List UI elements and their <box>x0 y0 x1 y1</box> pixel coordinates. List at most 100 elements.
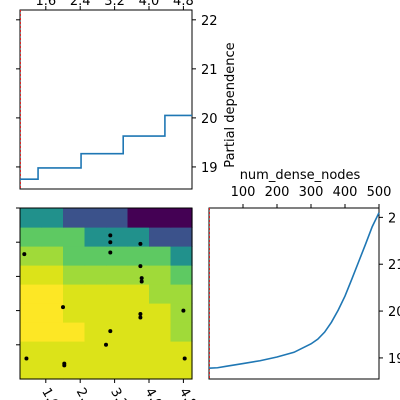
heatmap-cell <box>20 360 43 380</box>
heatmap-sample-point <box>22 252 27 257</box>
heatmap-sample-point <box>138 312 143 317</box>
heatmap-cell <box>149 284 172 304</box>
heatmap-cell <box>170 341 193 361</box>
bottom-right-xtick-label: 300 <box>299 185 324 200</box>
top-left-ytick-label: 20 <box>201 112 218 127</box>
top-left-xtick-label: 4.8 <box>173 0 194 9</box>
heatmap-sample-point <box>138 241 143 246</box>
heatmap-cell <box>170 360 193 380</box>
heatmap-sample-point <box>182 356 187 361</box>
heatmap-cell <box>41 284 64 304</box>
heatmap-cell <box>170 246 193 266</box>
heatmap-sample-point <box>62 361 67 366</box>
heatmap-cell <box>63 341 86 361</box>
heatmap-cell <box>127 208 150 228</box>
heatmap-cell <box>127 284 150 304</box>
heatmap-cell <box>63 227 86 247</box>
heatmap-sample-point <box>108 240 113 245</box>
bottom-right-xlabel: num_dense_nodes <box>240 168 361 183</box>
heatmap-cell <box>106 341 129 361</box>
heatmap-cell <box>106 303 129 323</box>
heatmap-cell <box>127 227 150 247</box>
heatmap-cell <box>127 322 150 342</box>
heatmap-sample-point <box>108 329 113 334</box>
heatmap-cell <box>149 265 172 285</box>
heatmap-cell <box>63 265 86 285</box>
heatmap-cell <box>63 284 86 304</box>
heatmap-cell <box>170 322 193 342</box>
heatmap-cell <box>20 246 43 266</box>
bottom-right-ytick-label: 2 <box>388 211 396 226</box>
bottom-left-axes-frame <box>19 207 193 380</box>
top-left-ytick-label: 22 <box>201 14 218 29</box>
bottom-right-ytick-label: 19 <box>388 352 400 367</box>
heatmap-cell <box>84 227 107 247</box>
heatmap-cell <box>20 303 43 323</box>
heatmap-cell <box>106 284 129 304</box>
heatmap-sample-point <box>24 356 29 361</box>
heatmap-cell <box>106 208 129 228</box>
bottom-right-ytick-label: 21 <box>388 258 400 273</box>
heatmap-cell <box>84 322 107 342</box>
top-left-xtick-label: 2.4 <box>70 0 91 9</box>
bottom-left-xtick-label: 4.0 <box>142 386 165 400</box>
bottom-left-xtick-label: 2.4 <box>73 386 96 400</box>
heatmap-cell <box>41 341 64 361</box>
heatmap-cell <box>41 322 64 342</box>
heatmap-cell <box>63 322 86 342</box>
heatmap-cell <box>20 284 43 304</box>
heatmap-cell <box>20 208 43 228</box>
heatmap-sample-point <box>61 305 65 310</box>
heatmap-cell <box>84 246 107 266</box>
bottom-right-xtick-label: 500 <box>367 185 392 200</box>
heatmap-cell <box>170 227 193 247</box>
heatmap-cell <box>41 360 64 380</box>
heatmap-cell <box>63 246 86 266</box>
top-left-ytick-label: 19 <box>201 161 218 176</box>
heatmap-cell <box>63 360 86 380</box>
heatmap-cell <box>106 322 129 342</box>
heatmap-cell <box>149 341 172 361</box>
bottom-right-xtick-label: 100 <box>231 185 256 200</box>
heatmap-cell <box>63 303 86 323</box>
heatmap-cell <box>63 208 86 228</box>
top-left-series-line <box>20 114 192 180</box>
bottom-left-xtick-label: 4.8 <box>176 386 199 400</box>
heatmap-cell <box>170 284 193 304</box>
heatmap-cell <box>106 246 129 266</box>
heatmap-cell <box>170 208 193 228</box>
heatmap-cell <box>84 284 107 304</box>
top-left-axes-frame <box>19 9 193 190</box>
heatmap-cell <box>170 265 193 285</box>
heatmap-cell <box>149 246 172 266</box>
heatmap-sample-point <box>138 264 143 269</box>
bottom-right-axes-frame <box>208 207 380 380</box>
heatmap-cell <box>41 246 64 266</box>
bottom-right-xtick-label: 400 <box>333 185 358 200</box>
top-left-ytick-label: 21 <box>201 63 218 78</box>
bottom-right-series-line <box>208 212 380 370</box>
heatmap-sample-point <box>181 308 186 313</box>
heatmap-cell <box>84 303 107 323</box>
heatmap-sample-point <box>139 279 144 284</box>
heatmap-cell <box>20 265 43 285</box>
heatmap-cell <box>84 360 107 380</box>
bottom-left-xtick-label: 3.2 <box>107 386 130 400</box>
top-left-ylabel: Partial dependence <box>223 42 238 167</box>
heatmap-sample-point <box>104 342 108 347</box>
top-left-xtick-label: 4.0 <box>139 0 160 9</box>
heatmap-cell <box>149 227 172 247</box>
heatmap-cell <box>127 303 150 323</box>
heatmap-cell <box>41 208 64 228</box>
top-left-xtick-label: 3.2 <box>104 0 125 9</box>
bottom-right-xtick-label: 200 <box>265 185 290 200</box>
heatmap-cell <box>149 303 172 323</box>
heatmap-cell <box>41 227 64 247</box>
heatmap-cell <box>41 303 64 323</box>
heatmap-cell <box>127 360 150 380</box>
bottom-right-ytick-label: 20 <box>388 305 400 320</box>
heatmap-cell <box>149 322 172 342</box>
heatmap-cell <box>106 360 129 380</box>
heatmap-cell <box>127 246 150 266</box>
